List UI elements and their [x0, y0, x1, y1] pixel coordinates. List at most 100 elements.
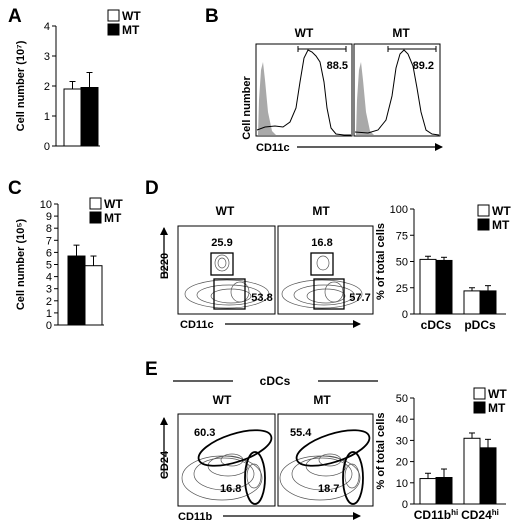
y-tick-label: 10: [40, 199, 52, 211]
panel-b-xlabel: CD11c: [256, 142, 290, 154]
legend-swatch: [477, 218, 490, 231]
density-contours: [281, 255, 363, 309]
density-contours: [184, 254, 270, 309]
legend-swatch: [473, 401, 486, 414]
y-tick-label: 40: [396, 414, 408, 426]
y-tick-label: 50: [396, 257, 408, 269]
panel-d-flow-plots: B220 CD11c 25.9 53.8 WT: [159, 204, 374, 331]
y-tick-label: 8: [46, 223, 52, 235]
y-tick-label: 1: [44, 111, 50, 123]
histogram-title-mt: MT: [392, 26, 410, 40]
x-tick-label: pDCs: [464, 318, 496, 332]
cd24hi-gate: [295, 429, 371, 467]
y-tick-label: 1: [46, 308, 52, 320]
legend-label: MT: [492, 218, 510, 232]
panel-label-e: E: [145, 359, 158, 380]
legend-swatch: [89, 211, 102, 224]
legend-swatch: [89, 197, 102, 210]
x-tick-label-superscript: hi: [451, 508, 458, 517]
y-tick-label: 2: [46, 296, 52, 308]
bar: [435, 477, 453, 505]
lower-gate-value-mt: 18.7: [318, 483, 339, 495]
panel-e-header: cDCs: [260, 374, 291, 388]
panel-d-xlabel: CD11c: [180, 319, 214, 331]
bar: [419, 478, 437, 505]
flow-frame: [277, 413, 374, 507]
flow-frame: [277, 225, 374, 315]
y-tick-label: 10: [396, 478, 408, 490]
legend-label: MT: [122, 23, 140, 37]
histogram-frame: [353, 43, 441, 137]
lower-gate-value-mt: 57.7: [349, 292, 370, 304]
y-tick-label: 0: [402, 499, 408, 511]
legend-label: WT: [122, 9, 141, 23]
y-tick-label: 6: [46, 247, 52, 259]
y-tick-label: 0: [402, 309, 408, 321]
bar: [419, 258, 437, 315]
cd11bhi-gate: [342, 451, 364, 505]
gate-value-mt: 89.2: [413, 60, 434, 72]
legend-swatch: [107, 23, 120, 36]
histogram-mt: 89.2 MT: [353, 26, 441, 137]
y-tick-label: 4: [44, 21, 50, 33]
y-axis-label: % of total cells: [375, 223, 387, 300]
x-tick-label: cDCs: [421, 318, 452, 332]
y-tick-label: 100: [390, 204, 408, 216]
bar: [435, 259, 453, 315]
bar: [463, 290, 481, 315]
upper-gate-value-mt: 16.8: [311, 237, 332, 249]
panel-d-ylabel: B220: [159, 253, 171, 279]
flow-plot-wt: 25.9 53.8 WT: [177, 204, 276, 315]
flow-title-wt: WT: [213, 393, 232, 407]
panel-e-ylabel: CD24: [159, 450, 171, 479]
x-tick-label: CD24hi: [461, 508, 499, 523]
panel-e-flow-plots: cDCs CD24 CD11b 60.3 16.8 WT: [159, 374, 378, 523]
flow-plot-wt: 60.3 16.8 WT: [177, 393, 276, 507]
x-tick-label-superscript: hi: [492, 508, 499, 517]
panel-label-a: A: [8, 6, 22, 27]
bar: [63, 88, 82, 147]
density-contours: [279, 453, 361, 501]
panel-label-d: D: [145, 178, 159, 199]
flow-title-mt: MT: [313, 393, 331, 407]
flow-frame: [177, 225, 276, 315]
isotype-histogram-gray: [258, 62, 276, 135]
flow-title-mt: MT: [312, 204, 330, 218]
panel-label-b: B: [205, 6, 219, 27]
bar: [479, 447, 497, 505]
panel-label-c: C: [8, 178, 22, 199]
cdc-gate: [213, 278, 246, 310]
y-tick-label: 25: [396, 283, 408, 295]
cdc-gate: [313, 278, 345, 310]
legend-label: WT: [488, 387, 507, 401]
flow-frame: [177, 413, 276, 507]
y-tick-label: 50: [396, 393, 408, 405]
y-tick-label: 7: [46, 235, 52, 247]
y-axis-label: Cell number (10⁵): [15, 218, 27, 310]
histogram-wt: 88.5 WT: [255, 26, 353, 137]
legend-label: WT: [104, 197, 123, 211]
panel-b-ylabel: Cell number: [241, 76, 253, 140]
y-tick-label: 75: [396, 230, 408, 242]
y-tick-label: 5: [46, 260, 52, 272]
legend-swatch: [473, 387, 486, 400]
x-tick-label: CD11bhi: [414, 508, 458, 523]
legend-label: WT: [492, 204, 511, 218]
panel-b-histograms: Cell number CD11c 88.5 WT 89.2 MT: [241, 26, 443, 154]
cd24hi-gate: [197, 429, 273, 467]
lower-gate-value-wt: 16.8: [220, 483, 241, 495]
y-tick-label: 30: [396, 435, 408, 447]
flow-plot-mt: 55.4 18.7 MT: [277, 393, 374, 507]
cd11c-histogram-line: [256, 49, 351, 136]
upper-gate-value-mt: 55.4: [290, 427, 312, 439]
y-tick-label: 9: [46, 211, 52, 223]
bar: [84, 265, 103, 326]
y-tick-label: 2: [44, 81, 50, 93]
legend-label: MT: [104, 211, 122, 225]
lower-gate-value-wt: 53.8: [251, 292, 272, 304]
cd11bhi-gate: [244, 451, 266, 505]
y-tick-label: 3: [44, 51, 50, 63]
panel-e-bar-chart: 0 10 20 30 40 50 % of total cells CD11bhi CD24hi…: [375, 387, 507, 522]
